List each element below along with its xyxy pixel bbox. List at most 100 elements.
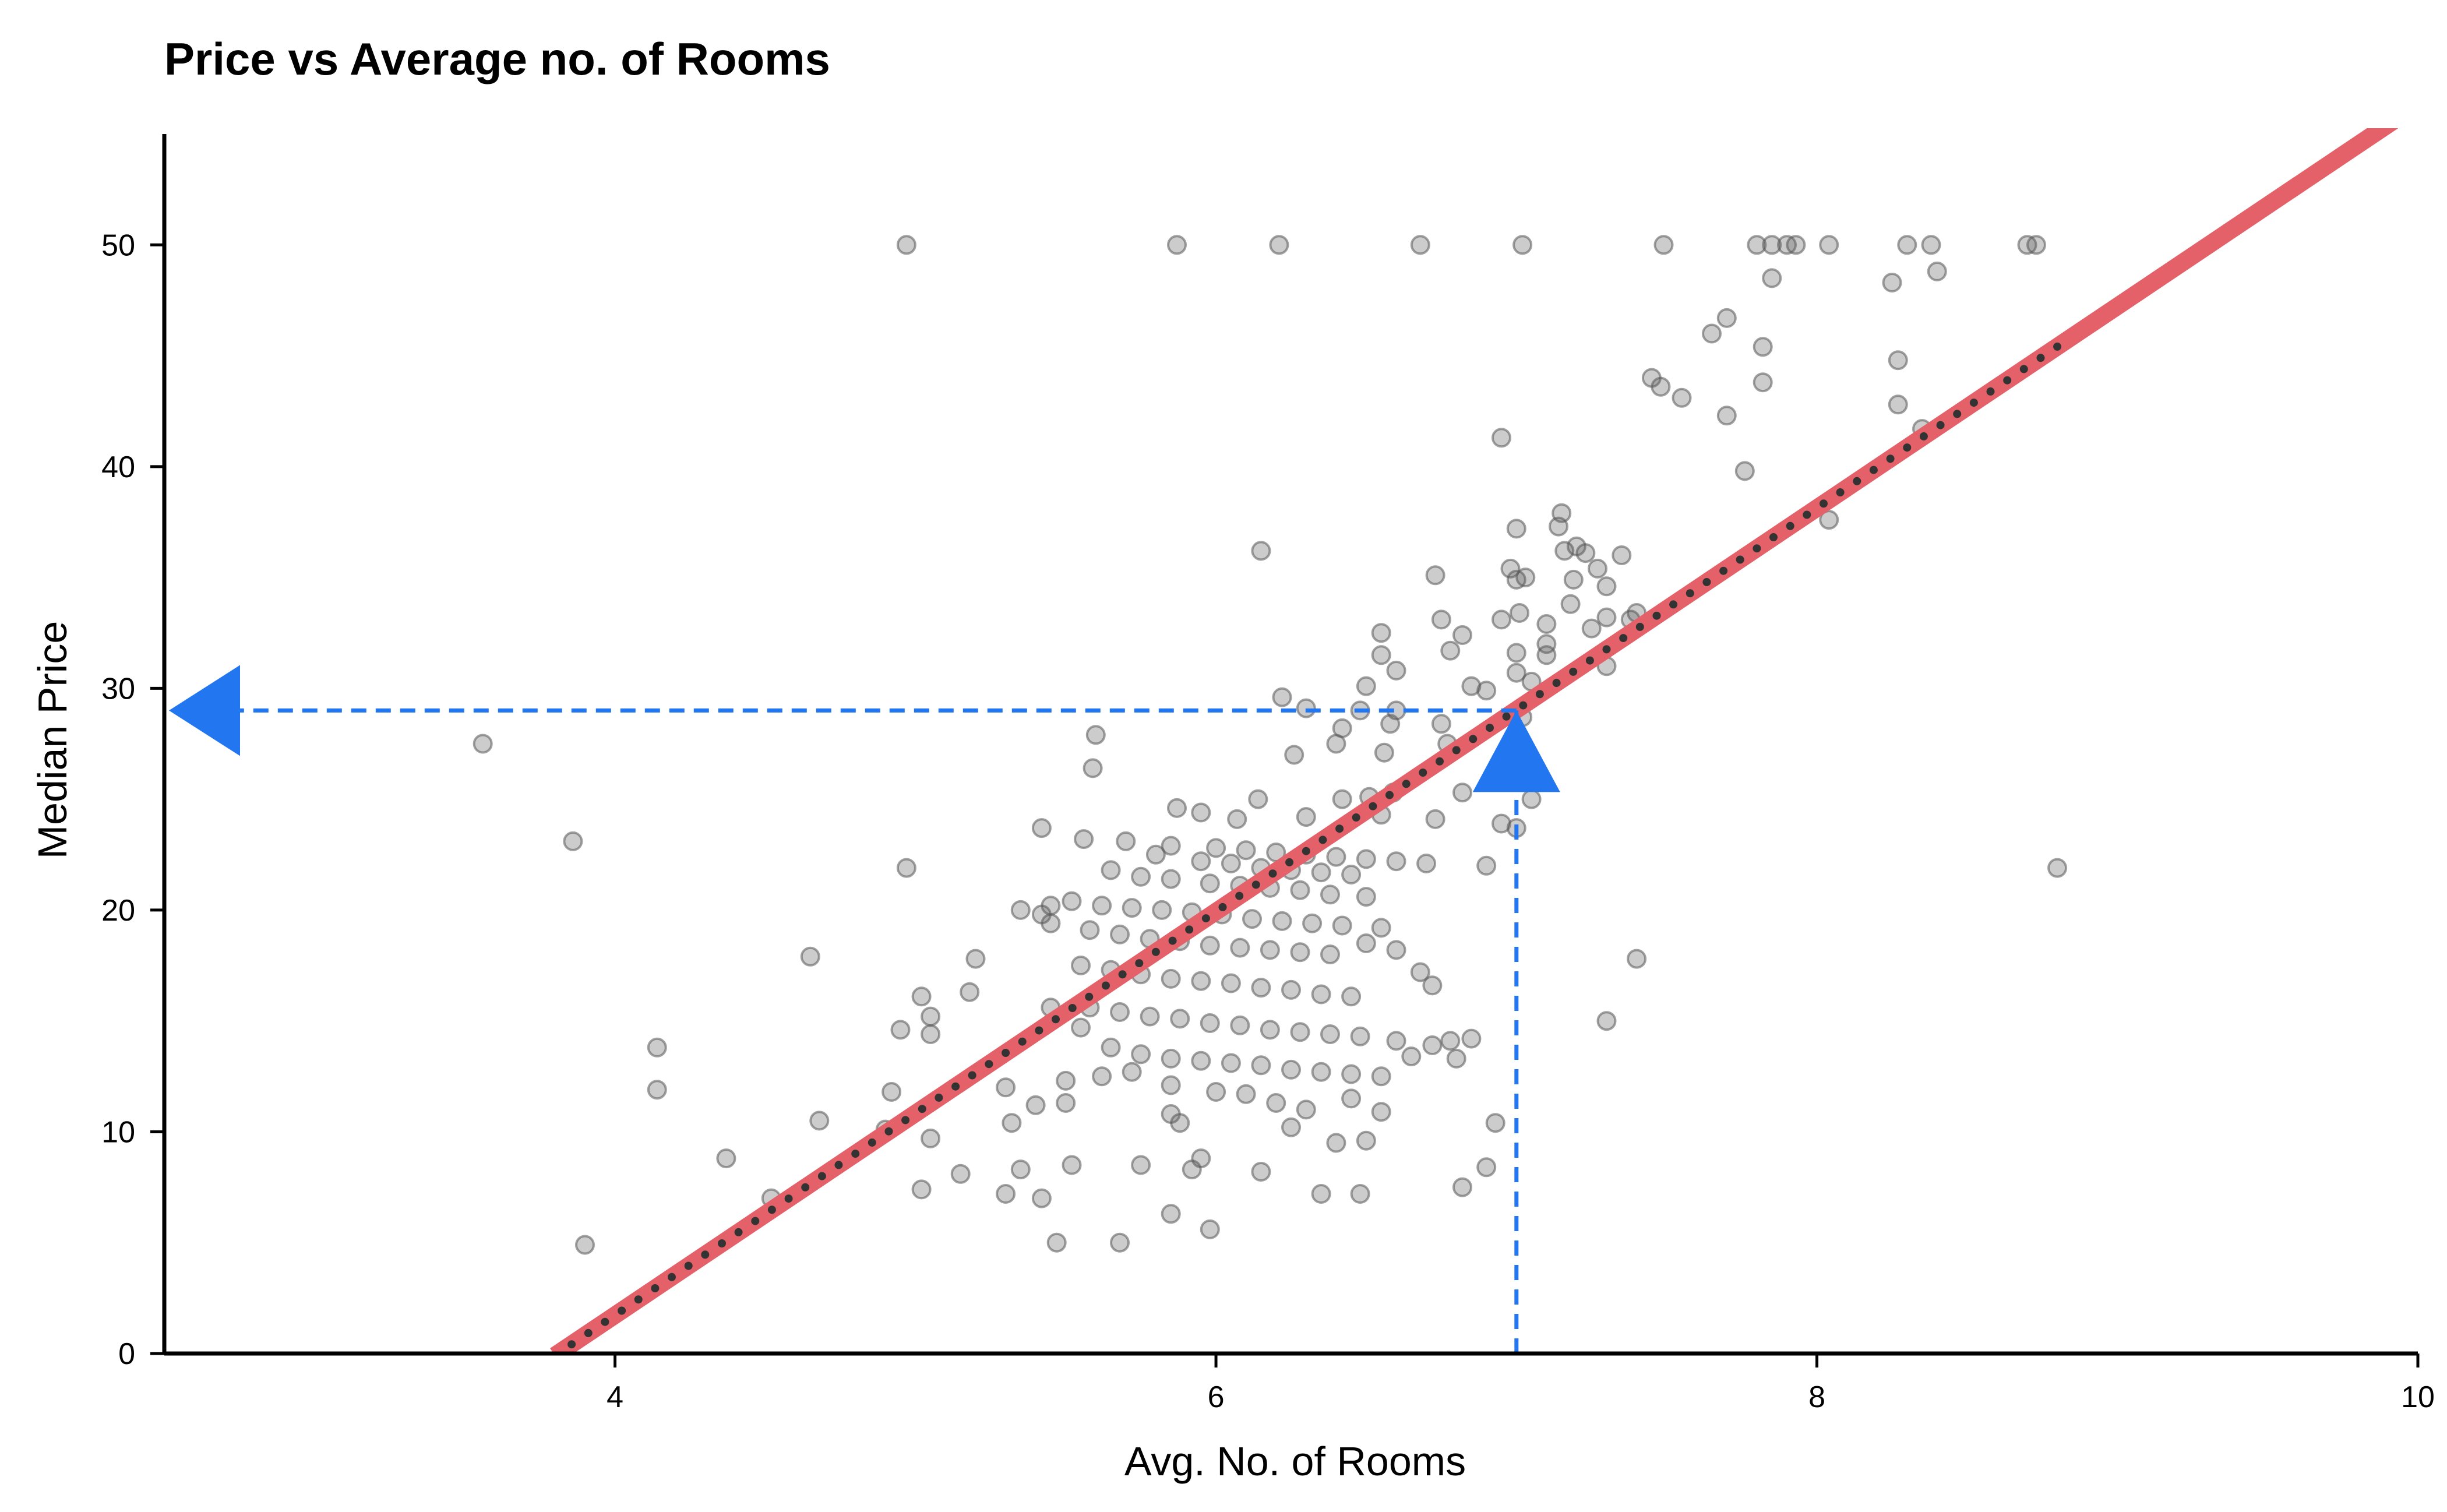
data-point (1161, 869, 1181, 889)
regression-dot (1251, 880, 1260, 889)
data-point (921, 1024, 941, 1044)
data-point (1380, 714, 1401, 734)
regression-dot (834, 1161, 843, 1169)
regression-dot (1519, 701, 1528, 710)
data-point (1512, 235, 1533, 255)
data-point (1101, 860, 1121, 880)
data-point (1536, 614, 1557, 634)
regression-dot (1268, 869, 1277, 878)
data-point (1161, 968, 1181, 989)
y-tick-label: 30 (101, 672, 135, 706)
data-point (716, 1148, 736, 1169)
data-point (1227, 809, 1247, 829)
data-point (1356, 1130, 1376, 1151)
data-point (1200, 873, 1220, 894)
regression-dot (1052, 1015, 1060, 1024)
data-point (2047, 858, 2068, 878)
data-point (1236, 840, 1256, 861)
data-point (1416, 854, 1437, 873)
regression-dot (684, 1261, 693, 1270)
regression-dot (1953, 410, 1962, 418)
data-point (1371, 1066, 1391, 1087)
data-point (1927, 261, 1947, 281)
data-point (996, 1077, 1016, 1098)
data-point (996, 1184, 1016, 1204)
plot-area: 4 6 8 10 0 10 20 30 40 50 (101, 128, 2435, 1414)
regression-dot (1135, 959, 1144, 968)
y-tick-label: 10 (101, 1115, 135, 1149)
regression-dot (618, 1306, 626, 1315)
regression-dot (935, 1093, 943, 1102)
regression-dot (1452, 746, 1461, 755)
data-point (911, 986, 932, 1007)
data-point (1182, 1159, 1202, 1180)
data-point (1510, 603, 1529, 623)
data-point (1320, 1024, 1340, 1044)
data-point (1041, 913, 1061, 933)
regression-dot (1602, 645, 1611, 654)
regression-dot (1352, 813, 1360, 822)
regression-dot (1218, 903, 1227, 911)
data-point (2026, 235, 2046, 255)
data-point (1046, 1232, 1067, 1253)
regression-dot (901, 1116, 910, 1125)
data-point (1888, 394, 1908, 415)
data-point (1251, 541, 1271, 561)
data-point (1506, 643, 1526, 663)
regression-dot (651, 1284, 660, 1292)
data-point (1281, 979, 1301, 1000)
data-point (1476, 681, 1497, 701)
data-point (1200, 1013, 1220, 1033)
regression-dot (751, 1217, 760, 1225)
data-point (800, 946, 820, 967)
data-point (1762, 235, 1782, 255)
data-point (1492, 428, 1511, 448)
data-point (1452, 783, 1472, 803)
regression-dot (1552, 679, 1561, 688)
data-point (1260, 940, 1280, 960)
regression-dot (1803, 510, 1811, 519)
data-point (1431, 609, 1451, 630)
data-point (890, 1020, 911, 1040)
regression-dot (701, 1250, 710, 1259)
regression-dot (1185, 925, 1194, 934)
regression-dot (1585, 656, 1594, 665)
data-point (1410, 235, 1430, 255)
data-point (1152, 900, 1172, 920)
data-point (1131, 1044, 1151, 1065)
data-point (1010, 900, 1031, 920)
data-point (1296, 1099, 1316, 1120)
y-tick-label: 40 (101, 450, 135, 484)
data-point (1627, 949, 1647, 969)
regression-dot (1769, 533, 1778, 541)
data-point (1110, 1002, 1130, 1022)
regression-dot (2019, 365, 2028, 373)
data-point (1230, 1015, 1250, 1035)
annotation-up-arrow-icon (1472, 710, 1560, 792)
data-point (1371, 623, 1391, 643)
data-point (1041, 896, 1061, 916)
regression-dot (1168, 936, 1177, 945)
regression-dot (951, 1082, 960, 1091)
data-point (1191, 1051, 1211, 1071)
data-point (1080, 920, 1100, 940)
regression-dot (801, 1183, 810, 1192)
regression-dot (1002, 1049, 1010, 1057)
data-point (1131, 1155, 1151, 1175)
x-tick-label: 4 (607, 1380, 623, 1414)
data-point (1356, 849, 1376, 869)
data-point (1110, 924, 1130, 944)
y-axis-label: Median Price (30, 621, 75, 859)
data-point (1031, 1188, 1052, 1208)
data-point (809, 1111, 830, 1131)
y-tick-label: 0 (118, 1337, 135, 1371)
data-point (1161, 1075, 1181, 1095)
regression-dot (1903, 443, 1912, 452)
regression-dot (1652, 611, 1661, 620)
data-point (1374, 742, 1394, 763)
data-point (1581, 618, 1602, 639)
data-point (1206, 1082, 1226, 1102)
data-point (1386, 660, 1406, 681)
x-tick-label: 10 (2401, 1380, 2435, 1414)
